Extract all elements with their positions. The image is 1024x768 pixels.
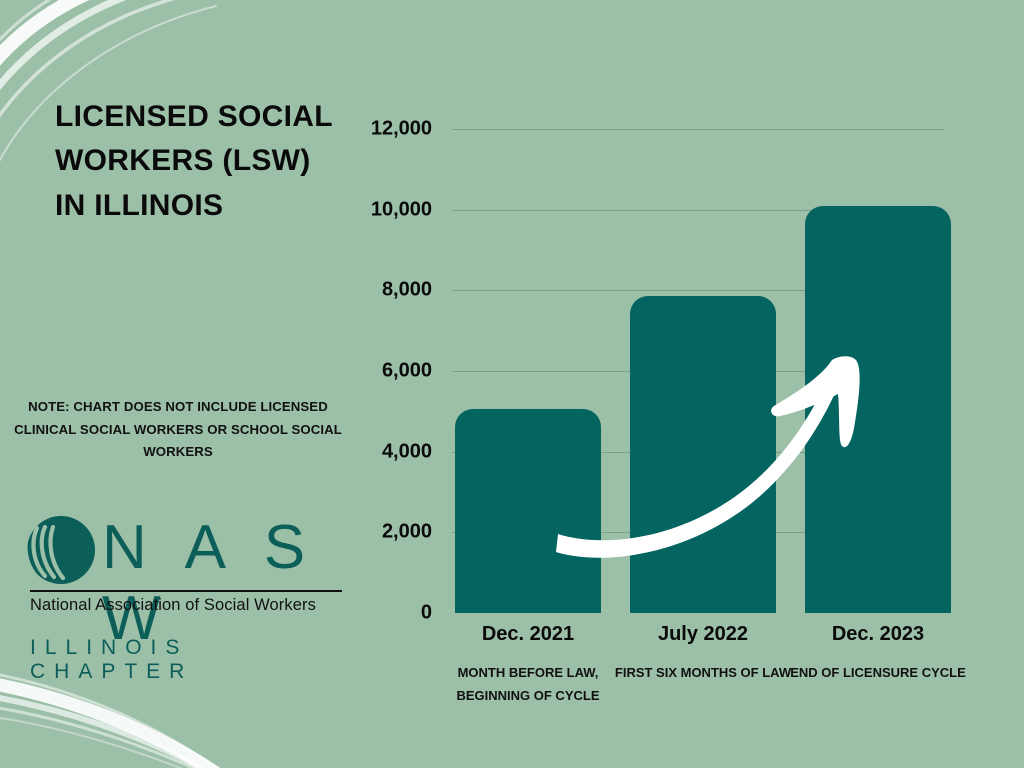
x-axis-label: Dec. 2021 xyxy=(481,623,575,645)
y-axis-tick-label: 4,000 xyxy=(381,440,432,463)
x-axis-sublabel: END OF LICENSURE CYCLE xyxy=(790,665,966,680)
gridline xyxy=(452,129,944,130)
bar[interactable] xyxy=(805,205,951,613)
x-axis-sublabel: MONTH BEFORE LAW, BEGINNING OF CYCLE xyxy=(456,665,600,703)
nasw-illinois-logo: N A S W National Association of Social W… xyxy=(14,513,344,683)
gridline xyxy=(452,209,944,211)
y-axis-tick-label: 0 xyxy=(420,601,432,624)
logo-tagline: National Association of Social Workers xyxy=(30,596,316,614)
logo-chapter: ILLINOIS CHAPTER xyxy=(30,636,194,683)
logo-divider xyxy=(30,590,342,592)
bar-chart: 0 2,000 4,000 6,000 8,000 10,000 12,000 Dec. 2… xyxy=(352,0,1024,768)
y-axis-tick-label: 2,000 xyxy=(381,520,432,543)
gridline xyxy=(452,290,944,292)
logo-mark-row: N A S W xyxy=(14,513,344,653)
nasw-circle-swoosh-icon xyxy=(23,516,95,584)
bar[interactable] xyxy=(630,296,776,613)
left-info-panel: LICENSED SOCIAL WORKERS (LSW) IN ILLINOI… xyxy=(0,0,352,768)
page-title: LICENSED SOCIAL WORKERS (LSW) IN ILLINOI… xyxy=(55,100,333,222)
y-axis-tick-label: 10,000 xyxy=(370,198,432,221)
x-axis-label: Dec. 2023 xyxy=(831,623,925,645)
x-axis-sublabel: FIRST SIX MONTHS OF LAW xyxy=(614,665,792,680)
y-axis-tick-label: 6,000 xyxy=(381,359,432,382)
x-axis-label: July 2022 xyxy=(657,623,749,645)
logo-letters: N A S W xyxy=(102,513,318,653)
bar[interactable] xyxy=(455,408,601,613)
y-axis-tick-label: 12,000 xyxy=(370,117,432,140)
chart-note: NOTE: CHART DOES NOT INCLUDE LICENSED CL… xyxy=(14,399,342,460)
y-axis-tick-label: 8,000 xyxy=(381,278,432,301)
